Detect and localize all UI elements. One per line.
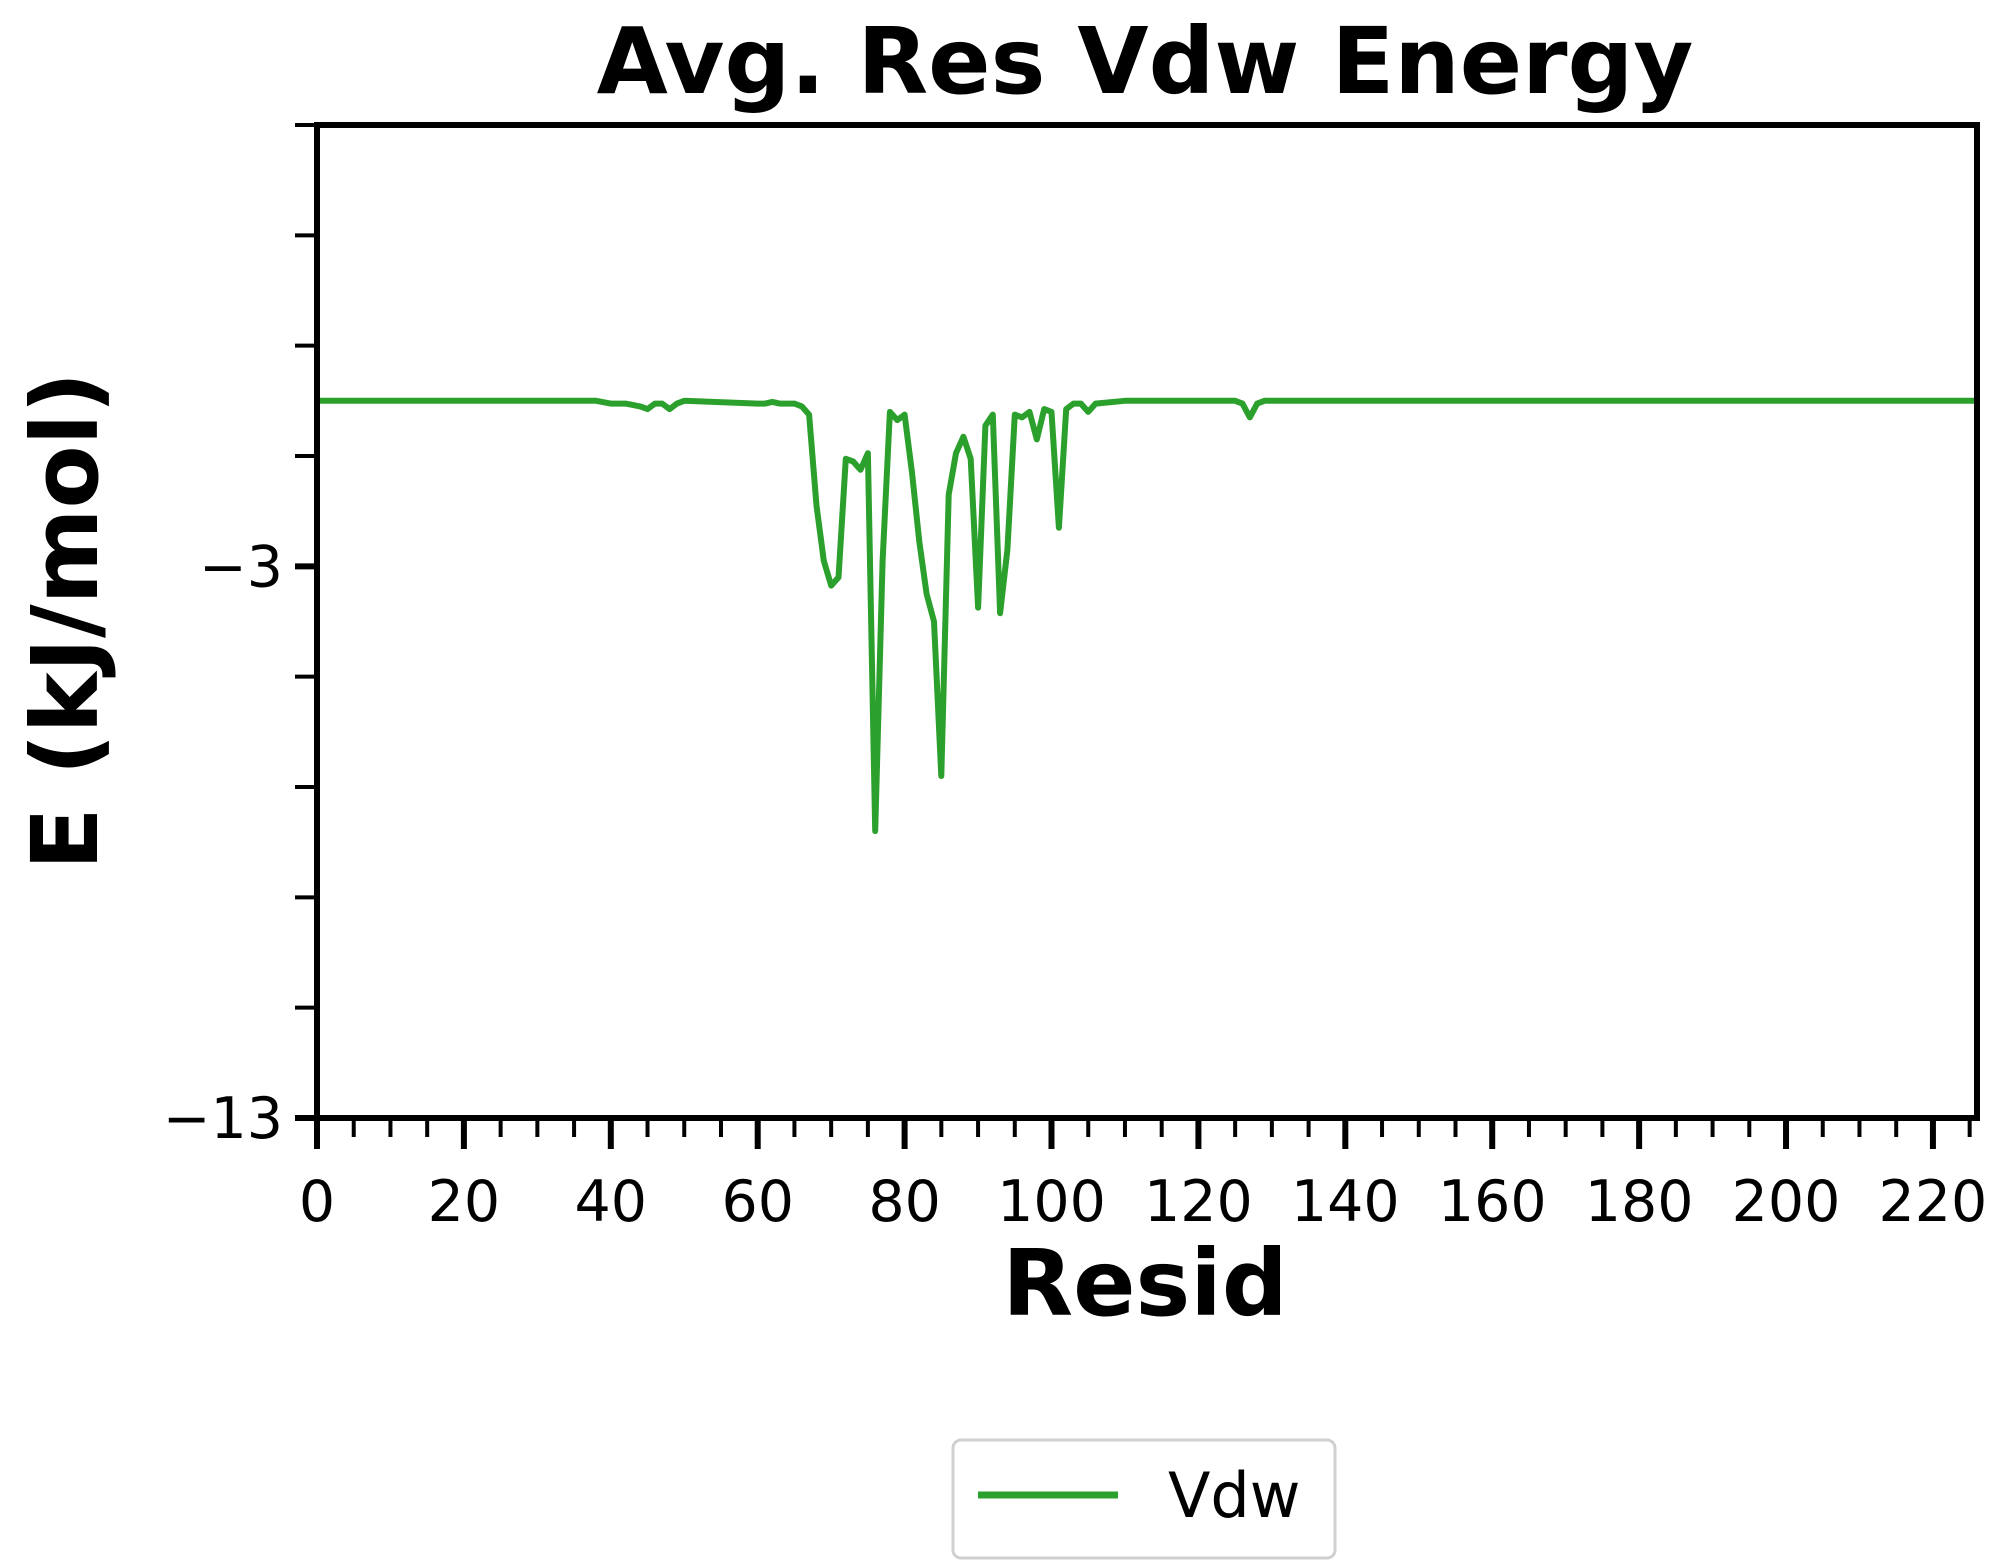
legend-label-vdw: Vdw <box>1168 1459 1300 1532</box>
x-tick-label: 40 <box>575 1169 648 1235</box>
x-tick-label: 200 <box>1732 1169 1841 1235</box>
axes: 0 20 40 60 80 100 120 140 160 180 200 220 −13 −3 <box>163 123 1988 1235</box>
x-tick-label: 0 <box>299 1169 335 1235</box>
x-tick-label: 100 <box>997 1169 1106 1235</box>
x-tick-label: 20 <box>428 1169 501 1235</box>
x-tick-label: 180 <box>1585 1169 1694 1235</box>
y-tick-label: −13 <box>163 1086 283 1152</box>
x-tick-label: 120 <box>1144 1169 1253 1235</box>
plot-frame <box>314 122 1980 1121</box>
x-tick-label: 160 <box>1438 1169 1547 1235</box>
x-axis-label: Resid <box>1002 1230 1287 1337</box>
series-layer <box>314 397 1980 835</box>
legend: Vdw <box>951 1438 1337 1560</box>
x-tick-label: 220 <box>1879 1169 1988 1235</box>
y-tick-label: −3 <box>199 534 283 600</box>
x-tick-label: 60 <box>721 1169 794 1235</box>
chart-title: Avg. Res Vdw Energy <box>597 8 1694 115</box>
y-axis-label: E (kJ/mol) <box>12 372 119 871</box>
x-tick-label: 80 <box>868 1169 941 1235</box>
series-line-vdw <box>314 397 1980 835</box>
x-tick-label: 140 <box>1291 1169 1400 1235</box>
legend-box <box>951 1438 1337 1560</box>
